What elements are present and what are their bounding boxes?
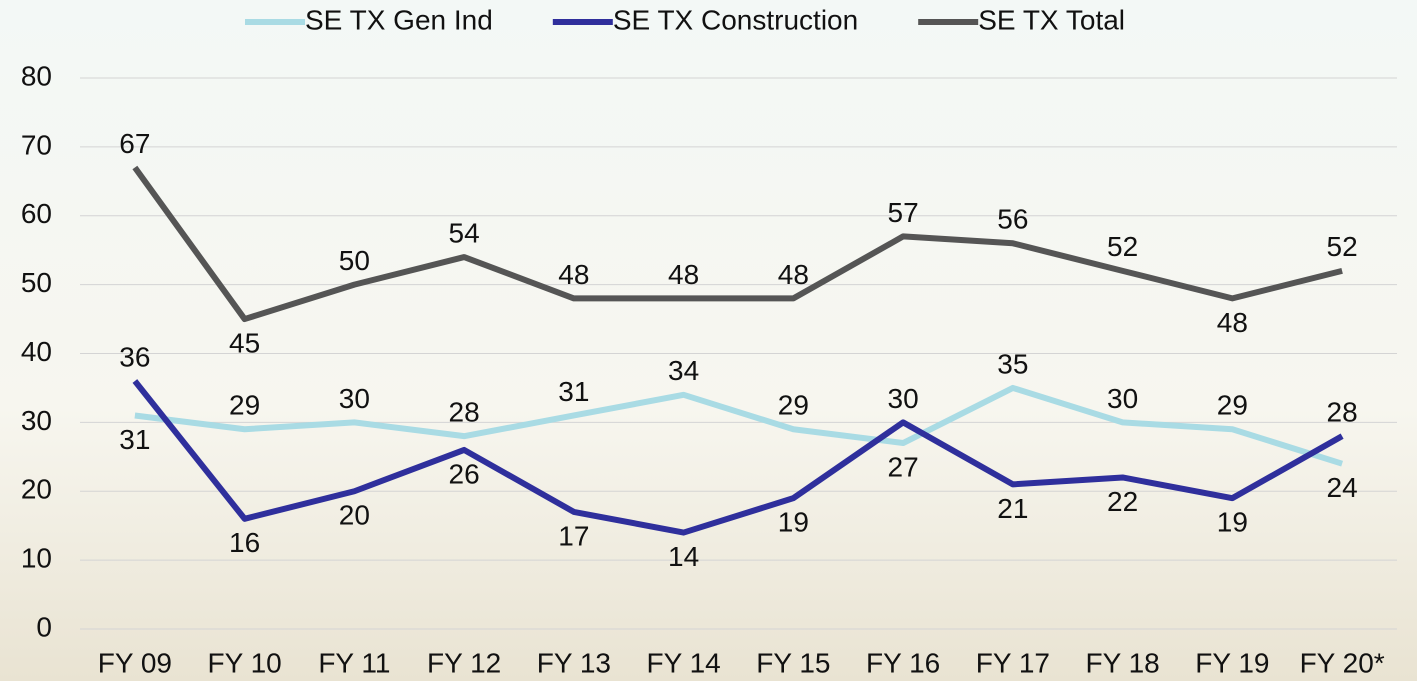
data-label: 19: [1217, 507, 1248, 538]
x-tick-label: FY 16: [866, 647, 940, 678]
y-tick-label: 80: [21, 60, 52, 91]
legend-label: SE TX Total: [978, 4, 1125, 35]
data-label: 54: [449, 217, 480, 248]
data-label: 24: [1327, 472, 1358, 503]
data-label: 28: [1327, 397, 1358, 428]
data-label: 34: [668, 355, 699, 386]
y-tick-label: 50: [21, 267, 52, 298]
data-label: 48: [558, 259, 589, 290]
data-label: 22: [1107, 486, 1138, 517]
x-tick-label: FY 17: [976, 647, 1050, 678]
x-tick-label: FY 18: [1086, 647, 1160, 678]
data-label: 16: [229, 527, 260, 558]
data-label: 19: [778, 507, 809, 538]
series-line: [132, 379, 1344, 536]
data-label: 21: [997, 493, 1028, 524]
legend-label: SE TX Construction: [613, 4, 858, 35]
data-label: 31: [558, 376, 589, 407]
data-label: 17: [558, 520, 589, 551]
data-label: 36: [119, 341, 150, 372]
legend-label: SE TX Gen Ind: [305, 4, 493, 35]
data-label: 29: [229, 390, 260, 421]
data-label: 30: [1107, 383, 1138, 414]
y-tick-label: 70: [21, 129, 52, 160]
series-line: [134, 384, 1344, 467]
data-label: 35: [997, 348, 1028, 379]
data-label: 57: [888, 197, 919, 228]
data-label: 27: [888, 451, 919, 482]
data-label: 52: [1107, 231, 1138, 262]
data-label: 14: [668, 541, 699, 572]
data-label: 20: [339, 500, 370, 531]
data-label: 29: [1217, 390, 1248, 421]
data-label: 29: [778, 390, 809, 421]
x-tick-label: FY 19: [1195, 647, 1269, 678]
data-label: 30: [339, 383, 370, 414]
data-label: 48: [1217, 307, 1248, 338]
x-tick-label: FY 11: [318, 647, 390, 678]
data-label: 30: [888, 383, 919, 414]
data-label: 45: [229, 327, 260, 358]
data-label: 31: [119, 424, 150, 455]
y-tick-label: 30: [21, 405, 52, 436]
data-label: 50: [339, 245, 370, 276]
x-tick-label: FY 12: [427, 647, 501, 678]
data-label: 52: [1327, 231, 1358, 262]
x-tick-label: FY 09: [98, 647, 172, 678]
y-tick-label: 0: [36, 611, 52, 642]
data-label: 48: [778, 259, 809, 290]
y-tick-label: 20: [21, 474, 52, 505]
data-label: 28: [449, 397, 480, 428]
x-tick-label: FY 15: [756, 647, 830, 678]
x-tick-label: FY 10: [208, 647, 282, 678]
data-label: 48: [668, 259, 699, 290]
x-tick-label: FY 13: [537, 647, 611, 678]
y-tick-label: 60: [21, 198, 52, 229]
series-line: [132, 165, 1343, 323]
data-label: 26: [449, 458, 480, 489]
y-tick-label: 10: [21, 543, 52, 574]
data-label: 67: [119, 128, 150, 159]
data-label: 56: [997, 204, 1028, 235]
y-tick-label: 40: [21, 336, 52, 367]
x-tick-label: FY 14: [647, 647, 721, 678]
x-tick-label: FY 20*: [1300, 647, 1385, 678]
